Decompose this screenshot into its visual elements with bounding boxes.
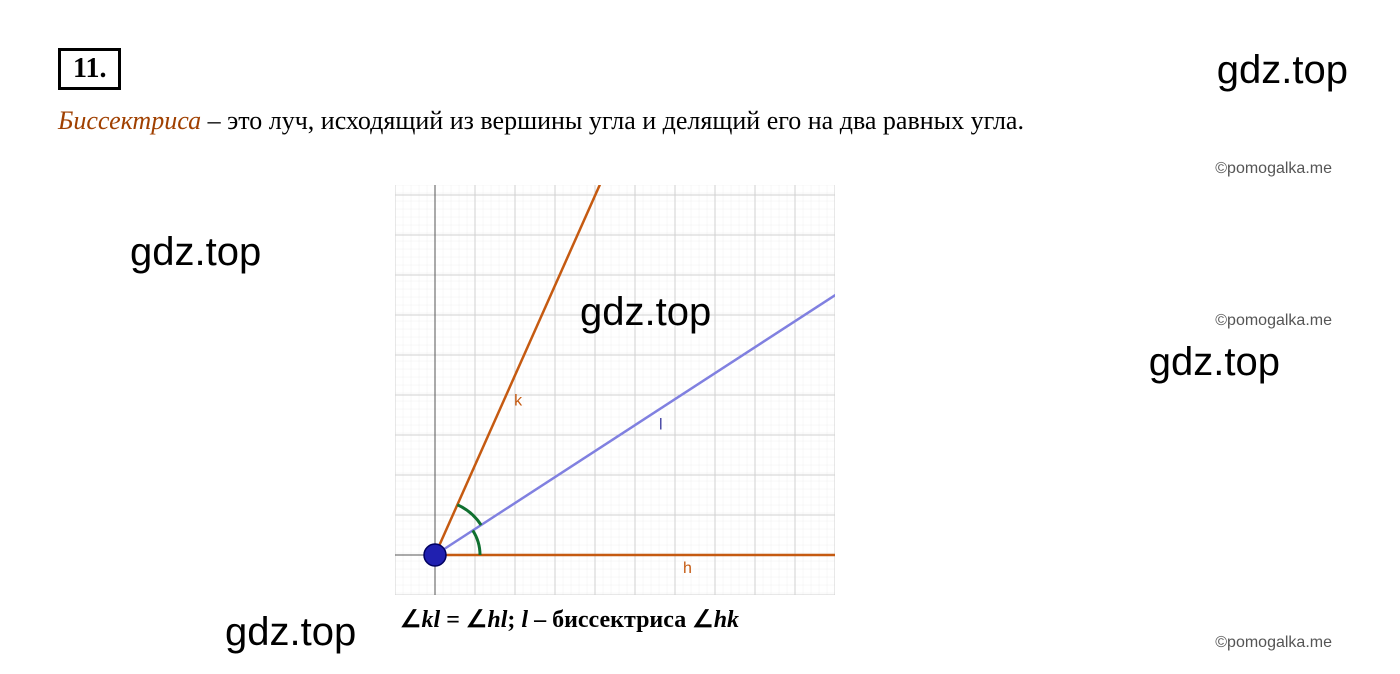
svg-text:h: h [683, 560, 692, 577]
formula-angle1: ∠ [400, 607, 422, 633]
watermark-over-diagram: gdz.top [580, 290, 711, 335]
formula-eq: = [440, 607, 466, 633]
formula-kl: kl [422, 607, 441, 633]
problem-number: 11. [58, 48, 121, 90]
watermark-top-right: gdz.top [1217, 48, 1348, 93]
copyright-1: ©pomogalka.me [1215, 160, 1332, 178]
formula-sep: ; [507, 607, 521, 633]
definition-term: Биссектриса [58, 106, 201, 135]
definition-text: Биссектриса – это луч, исходящий из верш… [58, 100, 1380, 142]
formula-angle2: ∠ [466, 607, 488, 633]
watermark-right: gdz.top [1149, 340, 1280, 385]
formula-hk: hk [714, 607, 739, 633]
diagram-svg: h k l [395, 185, 835, 595]
formula-hl: hl [487, 607, 507, 633]
formula-dash: – биссектриса [528, 607, 692, 633]
svg-text:l: l [659, 416, 663, 433]
definition-rest: – это луч, исходящий из вершины угла и д… [201, 106, 1024, 135]
watermark-bottom-left: gdz.top [225, 610, 356, 655]
copyright-2: ©pomogalka.me [1215, 312, 1332, 330]
formula: ∠kl = ∠hl; l – биссектриса ∠hk [400, 605, 739, 634]
angle-diagram: h k l [395, 185, 835, 595]
copyright-3: ©pomogalka.me [1215, 634, 1332, 652]
formula-angle3: ∠ [692, 607, 714, 633]
watermark-left: gdz.top [130, 230, 261, 275]
svg-text:k: k [514, 393, 523, 410]
